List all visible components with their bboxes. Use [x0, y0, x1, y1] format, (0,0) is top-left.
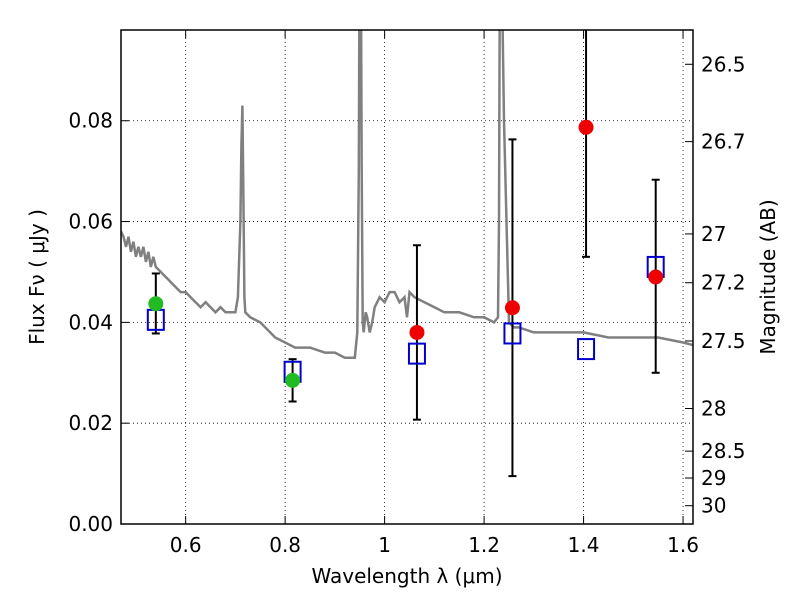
observed-point-green — [148, 296, 164, 312]
plot-frame — [120, 29, 694, 525]
y2-tick-label: 26.5 — [701, 52, 746, 76]
ticks-group: 0.6 0.8 1 1.2 1.4 1.6 0.00 0.02 0.04 0.06 0.08 26.5… — [68, 30, 746, 557]
model-square — [407, 342, 426, 365]
y-tick-label: 0.04 — [68, 310, 113, 334]
model-spectrum-line — [121, 30, 693, 359]
y-tick-label: 0.00 — [68, 512, 113, 536]
model-square — [577, 338, 596, 361]
x-tick-label: 1.6 — [667, 533, 699, 557]
grid — [121, 30, 693, 525]
observed-point-green — [285, 372, 301, 388]
y2-tick-label: 27.2 — [701, 271, 746, 295]
y-tick-label: 0.08 — [68, 109, 113, 133]
x-tick-label: 0.8 — [269, 533, 301, 557]
observed-point-red — [409, 324, 425, 340]
observed-point-red — [648, 269, 664, 285]
x-axis-label: Wavelength λ (μm) — [311, 564, 502, 588]
x-tick-label: 1 — [378, 533, 391, 557]
y2-axis-label: Magnitude (AB) — [756, 199, 780, 354]
y2-tick-label: 28.5 — [701, 439, 746, 463]
y2-tick-label: 27.5 — [701, 329, 746, 353]
x-tick-label: 1.4 — [568, 533, 600, 557]
observed-point-red — [578, 119, 594, 135]
y-tick-label: 0.06 — [68, 210, 113, 234]
observed-point-red — [504, 300, 520, 316]
y-axis-label: Flux Fν ( μJy ) — [25, 209, 49, 345]
x-tick-label: 0.6 — [170, 533, 202, 557]
y2-tick-label: 26.7 — [701, 130, 746, 154]
marks-group — [146, 30, 665, 478]
y2-tick-label: 27 — [701, 222, 726, 246]
model-square — [503, 322, 522, 345]
x-tick-label: 1.2 — [468, 533, 500, 557]
y2-tick-label: 30 — [701, 494, 726, 518]
y-tick-label: 0.02 — [68, 411, 113, 435]
y2-tick-label: 28 — [701, 397, 726, 421]
model-spectrum-group — [121, 30, 693, 359]
y2-tick-label: 29 — [701, 466, 726, 490]
